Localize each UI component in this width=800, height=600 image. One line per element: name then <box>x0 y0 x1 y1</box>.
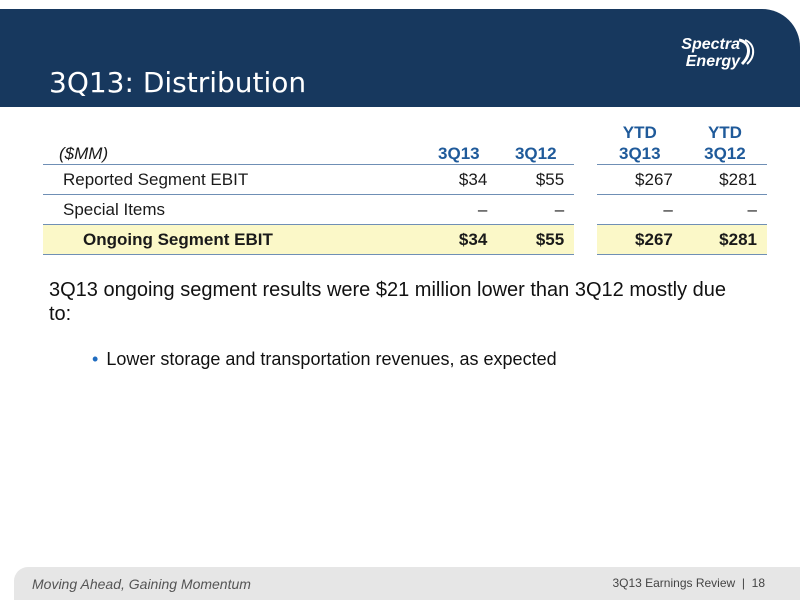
col-header: 3Q12 <box>497 122 575 165</box>
summary-text: 3Q13 ongoing segment results were $21 mi… <box>49 279 727 325</box>
table-row: Special Items – – – – <box>43 194 767 225</box>
cell-value: $281 <box>682 224 767 255</box>
logo-swoosh-icon <box>738 38 755 66</box>
financial-table: ($MM) 3Q13 3Q12 YTD 3Q13 YTD 3Q12 Report… <box>43 122 767 255</box>
cell-value: $34 <box>420 164 498 195</box>
company-logo: Spectra Energy <box>678 36 760 78</box>
bullet-item: • Lower storage and transportation revenu… <box>92 349 557 370</box>
col-header: YTD 3Q13 <box>596 122 683 165</box>
cell-value: – <box>497 194 575 225</box>
row-label: Ongoing Segment EBIT <box>43 224 421 255</box>
row-label: Special Items <box>43 194 421 225</box>
bullet-icon: • <box>92 349 99 369</box>
header-banner <box>0 9 800 107</box>
cell-value: $267 <box>596 224 683 255</box>
cell-value: $34 <box>420 224 498 255</box>
cell-value: – <box>682 194 767 225</box>
footer-separator: | <box>741 576 745 590</box>
cell-value: $55 <box>497 164 575 195</box>
cell-value: – <box>596 194 683 225</box>
unit-label: ($MM) <box>43 122 421 165</box>
page-number: 18 <box>751 576 765 590</box>
table-header-row: ($MM) 3Q13 3Q12 YTD 3Q13 YTD 3Q12 <box>43 122 767 165</box>
cell-value: $267 <box>596 164 683 195</box>
row-label: Reported Segment EBIT <box>43 164 421 195</box>
footer-doc-title: 3Q13 Earnings Review <box>612 576 736 590</box>
cell-value: $281 <box>682 164 767 195</box>
col-header: 3Q13 <box>420 122 498 165</box>
page-title: 3Q13: Distribution <box>49 66 307 99</box>
footer-bar: Moving Ahead, Gaining Momentum 3Q13 Earn… <box>14 567 800 600</box>
bullet-text: Lower storage and transportation revenue… <box>106 349 557 369</box>
cell-value: $55 <box>497 224 575 255</box>
col-header: YTD 3Q12 <box>682 122 767 165</box>
table-row-total: Ongoing Segment EBIT $34 $55 $267 $281 <box>43 224 767 255</box>
table-row: Reported Segment EBIT $34 $55 $267 $281 <box>43 164 767 195</box>
logo-line-2: Energy <box>685 53 740 70</box>
logo-line-1: Spectra <box>681 36 740 53</box>
footer-tagline: Moving Ahead, Gaining Momentum <box>32 576 251 592</box>
footer-info: 3Q13 Earnings Review | 18 <box>612 576 765 590</box>
cell-value: – <box>420 194 498 225</box>
